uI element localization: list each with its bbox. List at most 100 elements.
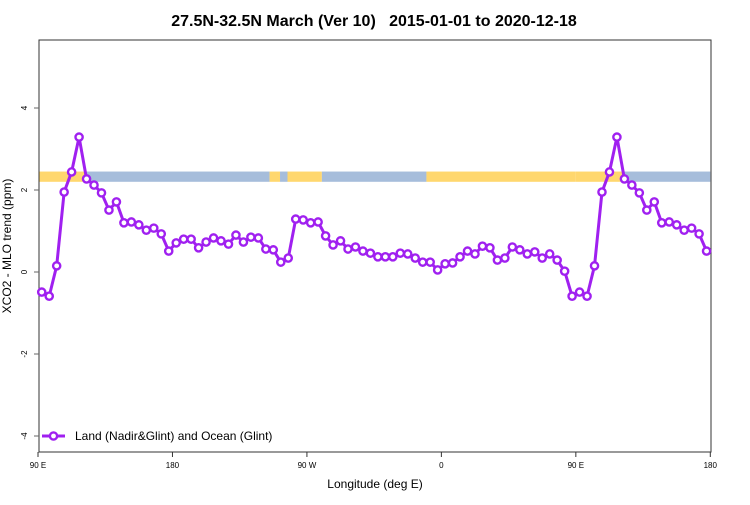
data-point xyxy=(238,237,249,247)
data-point xyxy=(701,246,712,256)
y-tick-label: 0 xyxy=(20,269,29,274)
x-tick-label: 90 E xyxy=(568,461,584,470)
data-point xyxy=(485,243,495,253)
y-axis-label: XCO2 - MLO trend (ppm) xyxy=(0,179,14,314)
data-point xyxy=(522,249,533,259)
data-point xyxy=(343,244,353,254)
data-point xyxy=(201,237,211,247)
band-segment-land xyxy=(426,171,576,182)
data-point xyxy=(529,247,540,257)
data-point xyxy=(171,238,181,248)
data-point xyxy=(380,252,391,262)
data-point xyxy=(275,257,286,267)
legend: Land (Nadir&Glint) and Ocean (Glint) xyxy=(42,429,272,443)
data-point xyxy=(313,217,323,227)
data-point xyxy=(515,245,525,255)
data-point xyxy=(612,132,622,142)
data-point xyxy=(350,242,361,252)
data-point xyxy=(126,217,137,227)
x-tick-label: 180 xyxy=(704,461,718,470)
y-tick-label: 2 xyxy=(20,187,29,192)
y-tick-label: 4 xyxy=(20,105,29,110)
data-point xyxy=(477,241,488,251)
band-segment-ocean xyxy=(280,171,288,182)
data-point xyxy=(656,217,667,228)
data-point xyxy=(111,197,122,207)
data-point xyxy=(373,252,383,262)
data-point xyxy=(604,167,615,177)
data-point xyxy=(44,291,55,301)
band-segment-land xyxy=(287,171,322,182)
data-point xyxy=(74,132,84,142)
x-axis-label: Longitude (deg E) xyxy=(327,477,422,491)
data-point xyxy=(619,174,630,184)
x-tick-label: 180 xyxy=(166,461,180,470)
data-point xyxy=(156,229,167,239)
data-point xyxy=(462,246,473,256)
x-axis: 90 E 180 90 W 0 90 E 180 xyxy=(30,452,718,470)
band-segment-ocean xyxy=(321,171,427,182)
data-point xyxy=(432,265,443,275)
data-point xyxy=(148,223,159,233)
data-point xyxy=(298,215,308,225)
plot-frame xyxy=(38,39,712,453)
data-point xyxy=(686,223,697,233)
band-segment-ocean xyxy=(623,171,711,182)
data-point xyxy=(231,230,241,240)
data-point xyxy=(447,258,458,268)
data-point xyxy=(89,180,99,190)
data-point xyxy=(410,253,421,263)
data-point xyxy=(388,252,398,262)
legend-circle-marker xyxy=(48,431,59,441)
data-point xyxy=(253,233,264,243)
data-point xyxy=(417,257,428,267)
data-point xyxy=(119,217,129,228)
data-point xyxy=(455,252,465,262)
data-point xyxy=(440,258,450,269)
data-point xyxy=(559,266,570,276)
data-point xyxy=(358,246,368,256)
data-point xyxy=(36,287,47,297)
data-point xyxy=(223,239,234,249)
data-point xyxy=(694,229,704,239)
data-point xyxy=(305,217,316,228)
data-point xyxy=(627,180,637,190)
data-point xyxy=(178,234,189,244)
data-point xyxy=(290,214,301,224)
data-point xyxy=(425,257,435,267)
data-point xyxy=(320,231,331,241)
data-point xyxy=(395,248,406,258)
legend-label: Land (Nadir&Glint) and Ocean (Glint) xyxy=(75,429,272,443)
data-point xyxy=(163,246,174,256)
data-point xyxy=(649,197,660,207)
x-tick-label: 90 E xyxy=(30,461,46,470)
data-point xyxy=(81,174,92,184)
band-segment-ocean xyxy=(85,171,270,182)
data-point xyxy=(66,167,77,177)
data-point xyxy=(104,205,114,215)
data-point xyxy=(402,249,413,259)
data-point xyxy=(51,261,62,271)
data-point xyxy=(574,287,585,297)
series-line xyxy=(41,135,708,298)
y-axis: 4 2 0 -2 -4 xyxy=(20,105,39,440)
data-point xyxy=(537,253,548,263)
data-point xyxy=(589,261,600,271)
x-tick-label: 90 W xyxy=(298,461,317,470)
data-point xyxy=(96,188,107,198)
data-point xyxy=(492,255,503,265)
band-segment-land xyxy=(269,171,281,182)
chart-title: 27.5N-32.5N March (Ver 10) 2015-01-01 to… xyxy=(171,13,577,30)
data-point xyxy=(141,225,152,235)
surface-band xyxy=(39,171,711,182)
series-land-ocean xyxy=(36,132,712,301)
data-point xyxy=(59,187,69,197)
data-point xyxy=(186,234,196,244)
data-point xyxy=(552,255,562,265)
data-point xyxy=(634,188,645,198)
data-point xyxy=(261,244,271,254)
data-point xyxy=(328,240,338,250)
data-point xyxy=(470,249,480,259)
data-point xyxy=(216,236,226,246)
